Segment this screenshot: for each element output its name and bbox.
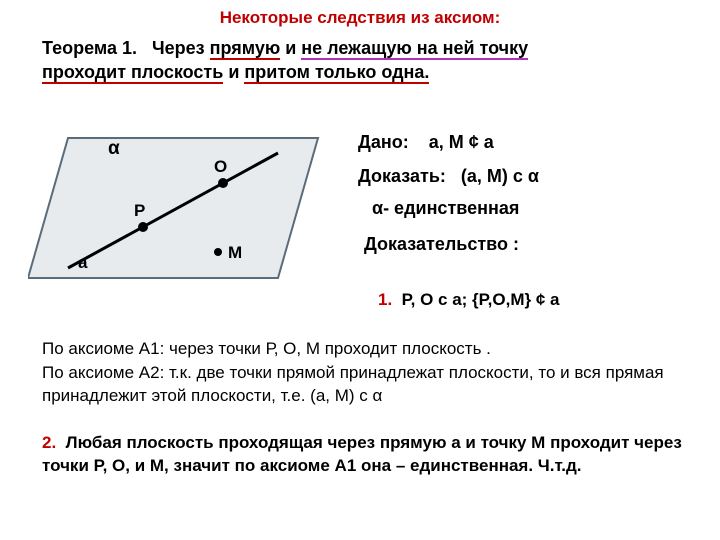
unique-line: α- единственная [372, 198, 519, 219]
proof-label: Доказательство : [364, 234, 519, 255]
theorem-label: Теорема 1. [42, 38, 137, 58]
theorem-statement: Теорема 1. Через прямую и не лежащую на … [42, 36, 678, 85]
prove-text: (а, М) с α [461, 166, 539, 186]
given-line: Дано: а, М ¢ а [358, 132, 494, 153]
step2-num: 2. [42, 433, 56, 452]
label-o: О [214, 157, 227, 176]
theorem-underline-2: не лежащую на ней точку [301, 38, 528, 60]
given-text: а, М ¢ а [429, 132, 494, 152]
theorem-text-2: и [280, 38, 301, 58]
step-2: 2. Любая плоскость проходящая через прям… [42, 432, 688, 478]
step-1: 1. Р, О с а; {Р,О,М} ¢ а [378, 290, 559, 310]
label-a: а [78, 253, 88, 272]
geometry-diagram: α Р О М а [28, 118, 328, 298]
plane-shape [28, 138, 318, 278]
label-m: М [228, 243, 242, 262]
prove-label: Доказать: [358, 166, 446, 186]
page-title: Некоторые следствия из аксиом: [0, 8, 720, 28]
step1-num: 1. [378, 290, 392, 309]
point-p [138, 222, 148, 232]
label-alpha: α [108, 138, 120, 159]
axiom1-line: По аксиоме А1: через точки Р, О, М прохо… [42, 338, 688, 361]
prove-line: Доказать: (а, М) с α [358, 166, 539, 187]
label-p: Р [134, 201, 145, 220]
theorem-text-1: Через [152, 38, 210, 58]
theorem-underline-3: притом только одна. [244, 62, 429, 84]
theorem-text-3b: и [223, 62, 244, 82]
theorem-underline-3a: проходит плоскость [42, 62, 223, 84]
step2-text: Любая плоскость проходящая через прямую … [42, 433, 682, 475]
theorem-underline-1: прямую [210, 38, 281, 60]
point-o [218, 178, 228, 188]
step1-text: Р, О с а; {Р,О,М} ¢ а [402, 290, 560, 309]
axiom2-line: По аксиоме А2: т.к. две точки прямой при… [42, 362, 688, 408]
point-m [214, 248, 222, 256]
given-label: Дано: [358, 132, 409, 152]
